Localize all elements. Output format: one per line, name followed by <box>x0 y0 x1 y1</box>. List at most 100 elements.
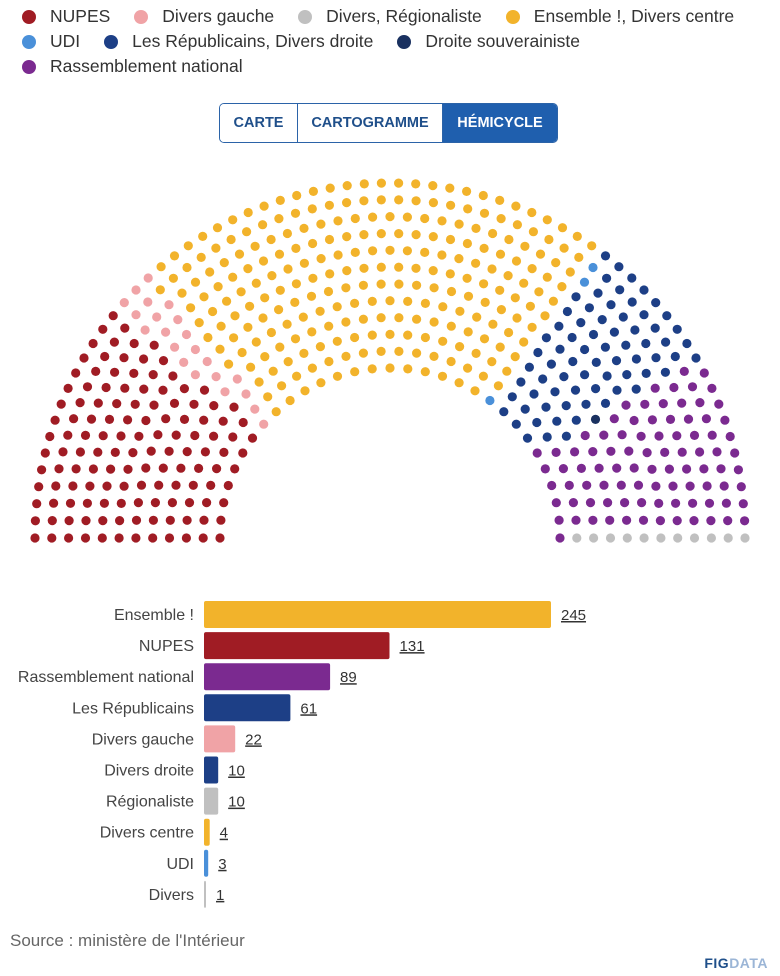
seat-dot[interactable] <box>123 464 133 474</box>
seat-dot[interactable] <box>557 282 567 292</box>
seat-dot[interactable] <box>242 227 252 237</box>
seat-dot[interactable] <box>520 241 530 251</box>
seat-dot[interactable] <box>493 381 503 391</box>
seat-dot[interactable] <box>216 515 226 525</box>
seat-dot[interactable] <box>292 371 302 381</box>
seat-dot[interactable] <box>259 419 269 429</box>
seat-dot[interactable] <box>639 285 649 295</box>
seat-dot[interactable] <box>527 207 537 218</box>
seat-dot[interactable] <box>368 246 378 256</box>
seat-dot[interactable] <box>585 498 596 508</box>
tab-carte[interactable]: CARTE <box>220 104 297 142</box>
seat-dot[interactable] <box>594 463 604 473</box>
seat-dot[interactable] <box>627 297 637 307</box>
seat-dot[interactable] <box>116 498 126 508</box>
seat-dot[interactable] <box>324 356 334 367</box>
seat-dot[interactable] <box>131 515 142 525</box>
seat-dot[interactable] <box>651 481 661 491</box>
seat-dot[interactable] <box>50 415 60 425</box>
seat-dot[interactable] <box>130 399 140 409</box>
seat-dot[interactable] <box>701 414 712 424</box>
seat-dot[interactable] <box>699 464 709 474</box>
seat-dot[interactable] <box>341 283 351 293</box>
seat-dot[interactable] <box>45 431 55 442</box>
seat-dot[interactable] <box>403 330 413 340</box>
seat-dot[interactable] <box>350 332 360 343</box>
seat-dot[interactable] <box>478 190 488 201</box>
seat-dot[interactable] <box>245 301 255 311</box>
seat-dot[interactable] <box>194 318 204 328</box>
legend-item[interactable]: Divers gauche <box>134 4 274 29</box>
seat-dot[interactable] <box>282 319 292 329</box>
seat-dot[interactable] <box>402 246 412 256</box>
seat-dot[interactable] <box>112 399 122 409</box>
seat-dot[interactable] <box>316 254 326 264</box>
seat-dot[interactable] <box>609 414 619 424</box>
seat-dot[interactable] <box>485 395 495 406</box>
seat-dot[interactable] <box>511 201 521 211</box>
seat-dot[interactable] <box>290 208 301 218</box>
seat-dot[interactable] <box>554 515 564 525</box>
seat-dot[interactable] <box>266 327 276 338</box>
seat-dot[interactable] <box>47 516 57 526</box>
seat-dot[interactable] <box>277 381 287 391</box>
seat-dot[interactable] <box>546 359 557 369</box>
seat-dot[interactable] <box>376 313 386 323</box>
bar[interactable] <box>204 756 219 784</box>
seat-dot[interactable] <box>571 292 581 302</box>
seat-dot[interactable] <box>325 183 335 193</box>
seat-dot[interactable] <box>624 446 634 456</box>
seat-dot[interactable] <box>283 264 293 274</box>
seat-dot[interactable] <box>181 329 192 340</box>
seat-dot[interactable] <box>445 234 456 245</box>
seat-dot[interactable] <box>639 310 649 320</box>
seat-dot[interactable] <box>510 352 520 362</box>
seat-dot[interactable] <box>181 533 191 543</box>
seat-dot[interactable] <box>606 300 616 310</box>
seat-dot[interactable] <box>215 344 225 354</box>
seat-dot[interactable] <box>323 286 334 297</box>
seat-dot[interactable] <box>333 250 343 260</box>
seat-dot[interactable] <box>429 283 439 293</box>
seat-dot[interactable] <box>154 480 164 490</box>
seat-dot[interactable] <box>299 258 309 268</box>
seat-dot[interactable] <box>359 230 369 240</box>
seat-dot[interactable] <box>454 219 464 229</box>
seat-dot[interactable] <box>446 356 456 367</box>
seat-dot[interactable] <box>647 464 657 474</box>
seat-dot[interactable] <box>350 367 360 377</box>
seat-dot[interactable] <box>211 243 221 253</box>
seat-dot[interactable] <box>376 229 386 239</box>
seat-dot[interactable] <box>738 499 748 509</box>
seat-dot[interactable] <box>462 273 472 283</box>
seat-dot[interactable] <box>420 367 430 377</box>
seat-dot[interactable] <box>324 200 334 210</box>
seat-dot[interactable] <box>576 318 586 328</box>
seat-dot[interactable] <box>69 414 79 424</box>
seat-dot[interactable] <box>699 368 709 378</box>
seat-dot[interactable] <box>532 417 542 428</box>
seat-dot[interactable] <box>535 249 546 259</box>
seat-dot[interactable] <box>723 533 733 543</box>
seat-dot[interactable] <box>590 414 601 424</box>
seat-dot[interactable] <box>274 214 284 224</box>
seat-dot[interactable] <box>552 416 562 426</box>
seat-dot[interactable] <box>71 464 81 474</box>
seat-dot[interactable] <box>177 288 187 298</box>
seat-dot[interactable] <box>250 241 260 251</box>
seat-dot[interactable] <box>706 516 716 526</box>
seat-dot[interactable] <box>115 516 125 526</box>
seat-dot[interactable] <box>503 271 513 281</box>
seat-dot[interactable] <box>620 498 630 508</box>
bar-value-label[interactable]: 1 <box>216 887 224 904</box>
seat-dot[interactable] <box>359 196 369 206</box>
seat-dot[interactable] <box>258 313 268 323</box>
seat-dot[interactable] <box>472 312 482 322</box>
seat-dot[interactable] <box>660 367 671 377</box>
seat-dot[interactable] <box>463 327 473 337</box>
seat-dot[interactable] <box>510 293 520 303</box>
seat-dot[interactable] <box>164 446 174 456</box>
seat-dot[interactable] <box>190 277 201 287</box>
seat-dot[interactable] <box>403 364 413 374</box>
seat-dot[interactable] <box>376 195 386 205</box>
